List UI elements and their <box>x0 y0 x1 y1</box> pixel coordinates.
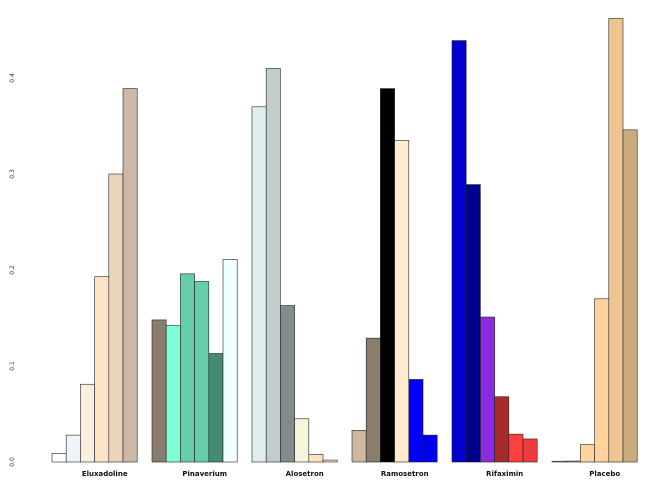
bar <box>394 140 410 463</box>
bar <box>294 418 310 463</box>
group-label: Ramosetron <box>381 470 429 478</box>
bar <box>308 454 324 463</box>
bar-group-alosetron <box>251 68 338 463</box>
group-labels: Eluxadoline Pinaverium Alosetron Ramosetron… <box>82 470 621 478</box>
y-tick-label: 0.1 <box>9 361 16 371</box>
group-label: Eluxadoline <box>82 470 128 478</box>
bars <box>51 18 638 463</box>
group-label: Alosetron <box>286 470 324 478</box>
bar <box>365 337 381 463</box>
bar-group-ramosetron <box>351 88 438 463</box>
y-axis: 0.0 0.1 0.2 0.3 0.4 <box>9 73 16 467</box>
bar <box>94 276 110 463</box>
bar-group-rifaximin <box>451 40 538 463</box>
bar <box>265 68 281 463</box>
group-label: Rifaximin <box>486 470 523 478</box>
bar <box>580 444 595 463</box>
bar <box>465 184 481 463</box>
y-tick-label: 0.4 <box>9 73 16 83</box>
bar-group-eluxadoline <box>51 88 138 463</box>
bar <box>280 305 295 463</box>
bar <box>208 353 224 463</box>
bar <box>508 433 524 463</box>
bar <box>594 298 610 463</box>
bar <box>151 319 167 463</box>
bar <box>565 460 581 463</box>
bar <box>608 18 624 463</box>
bar <box>422 434 438 463</box>
bar <box>251 106 267 463</box>
bar <box>351 430 367 463</box>
bar <box>408 379 424 463</box>
bar <box>380 88 395 463</box>
y-tick-label: 0.0 <box>9 457 16 467</box>
bar-group-pinaverium <box>151 259 238 463</box>
bar <box>622 129 638 463</box>
group-label: Pinaverium <box>182 470 227 478</box>
bar <box>494 396 510 463</box>
group-label: Placebo <box>589 470 620 478</box>
bar <box>165 325 181 463</box>
bar <box>551 460 567 463</box>
bar <box>65 434 81 463</box>
bar <box>180 273 195 463</box>
bar <box>222 259 238 463</box>
bar <box>108 173 124 463</box>
bar <box>122 88 138 463</box>
bar <box>194 281 210 463</box>
bar-group-placebo <box>551 18 638 463</box>
y-tick-label: 0.3 <box>9 169 16 179</box>
bar <box>480 316 495 463</box>
bar <box>322 459 338 463</box>
bar <box>51 453 67 463</box>
bar <box>451 40 467 463</box>
y-tick-label: 0.2 <box>9 265 16 275</box>
bar <box>80 383 95 463</box>
bar <box>522 438 538 463</box>
